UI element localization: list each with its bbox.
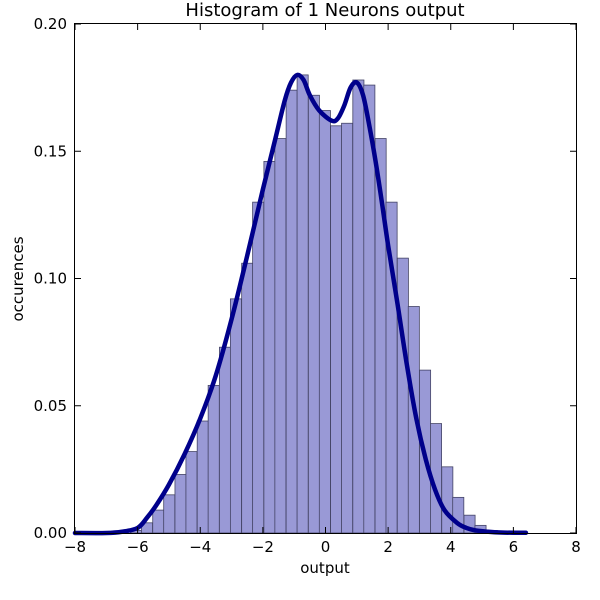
y-tick-label: 0.20 (34, 15, 67, 33)
x-tick-label: −4 (189, 538, 211, 556)
x-tick-label: 4 (446, 538, 456, 556)
histogram-bar (252, 201, 265, 534)
x-tick-label: 8 (571, 538, 581, 556)
kde-layer (72, 72, 529, 536)
x-tick-label: 0 (321, 538, 331, 556)
histogram-bar (174, 474, 187, 534)
ticks-layer: −8 −6 −4 −2 0 2 4 6 8 0.00 0.05 0.10 0.15 0.20 (34, 15, 581, 556)
y-tick-label: 0.15 (34, 142, 67, 160)
histogram-bar (352, 79, 365, 534)
y-tick-label: 0.10 (34, 270, 67, 288)
histogram-bar (307, 94, 320, 534)
histogram-bar (330, 125, 343, 534)
histogram-bar (441, 466, 454, 534)
histogram-bar (296, 74, 309, 534)
histogram-bar (263, 161, 276, 534)
histogram-bar (341, 122, 354, 534)
histogram-bar (219, 346, 231, 534)
histogram-bar (163, 494, 176, 534)
histogram-bar (207, 384, 220, 534)
x-tick-label: −2 (252, 538, 274, 556)
histogram-bar (229, 298, 242, 534)
histogram-bar (285, 89, 298, 534)
kde-curve (72, 72, 529, 536)
histogram-bar (185, 451, 198, 534)
x-tick-label: −8 (64, 538, 86, 556)
histogram-bar (241, 262, 254, 534)
x-tick-label: 6 (509, 538, 519, 556)
y-tick-label: 0.05 (34, 397, 67, 415)
x-tick-label: −6 (127, 538, 149, 556)
y-axis-label: occurences (9, 236, 27, 321)
y-tick-label: 0.00 (34, 524, 67, 542)
histogram-bar (318, 110, 331, 534)
x-axis-label: output (300, 559, 350, 577)
plot-frame (74, 23, 577, 534)
histogram-bar (274, 138, 287, 534)
chart-title: Histogram of 1 Neurons output (185, 0, 464, 21)
x-tick-label: 2 (383, 538, 393, 556)
histogram-bar (152, 509, 165, 534)
histogram-bar (196, 420, 209, 534)
bars-layer (130, 74, 520, 534)
